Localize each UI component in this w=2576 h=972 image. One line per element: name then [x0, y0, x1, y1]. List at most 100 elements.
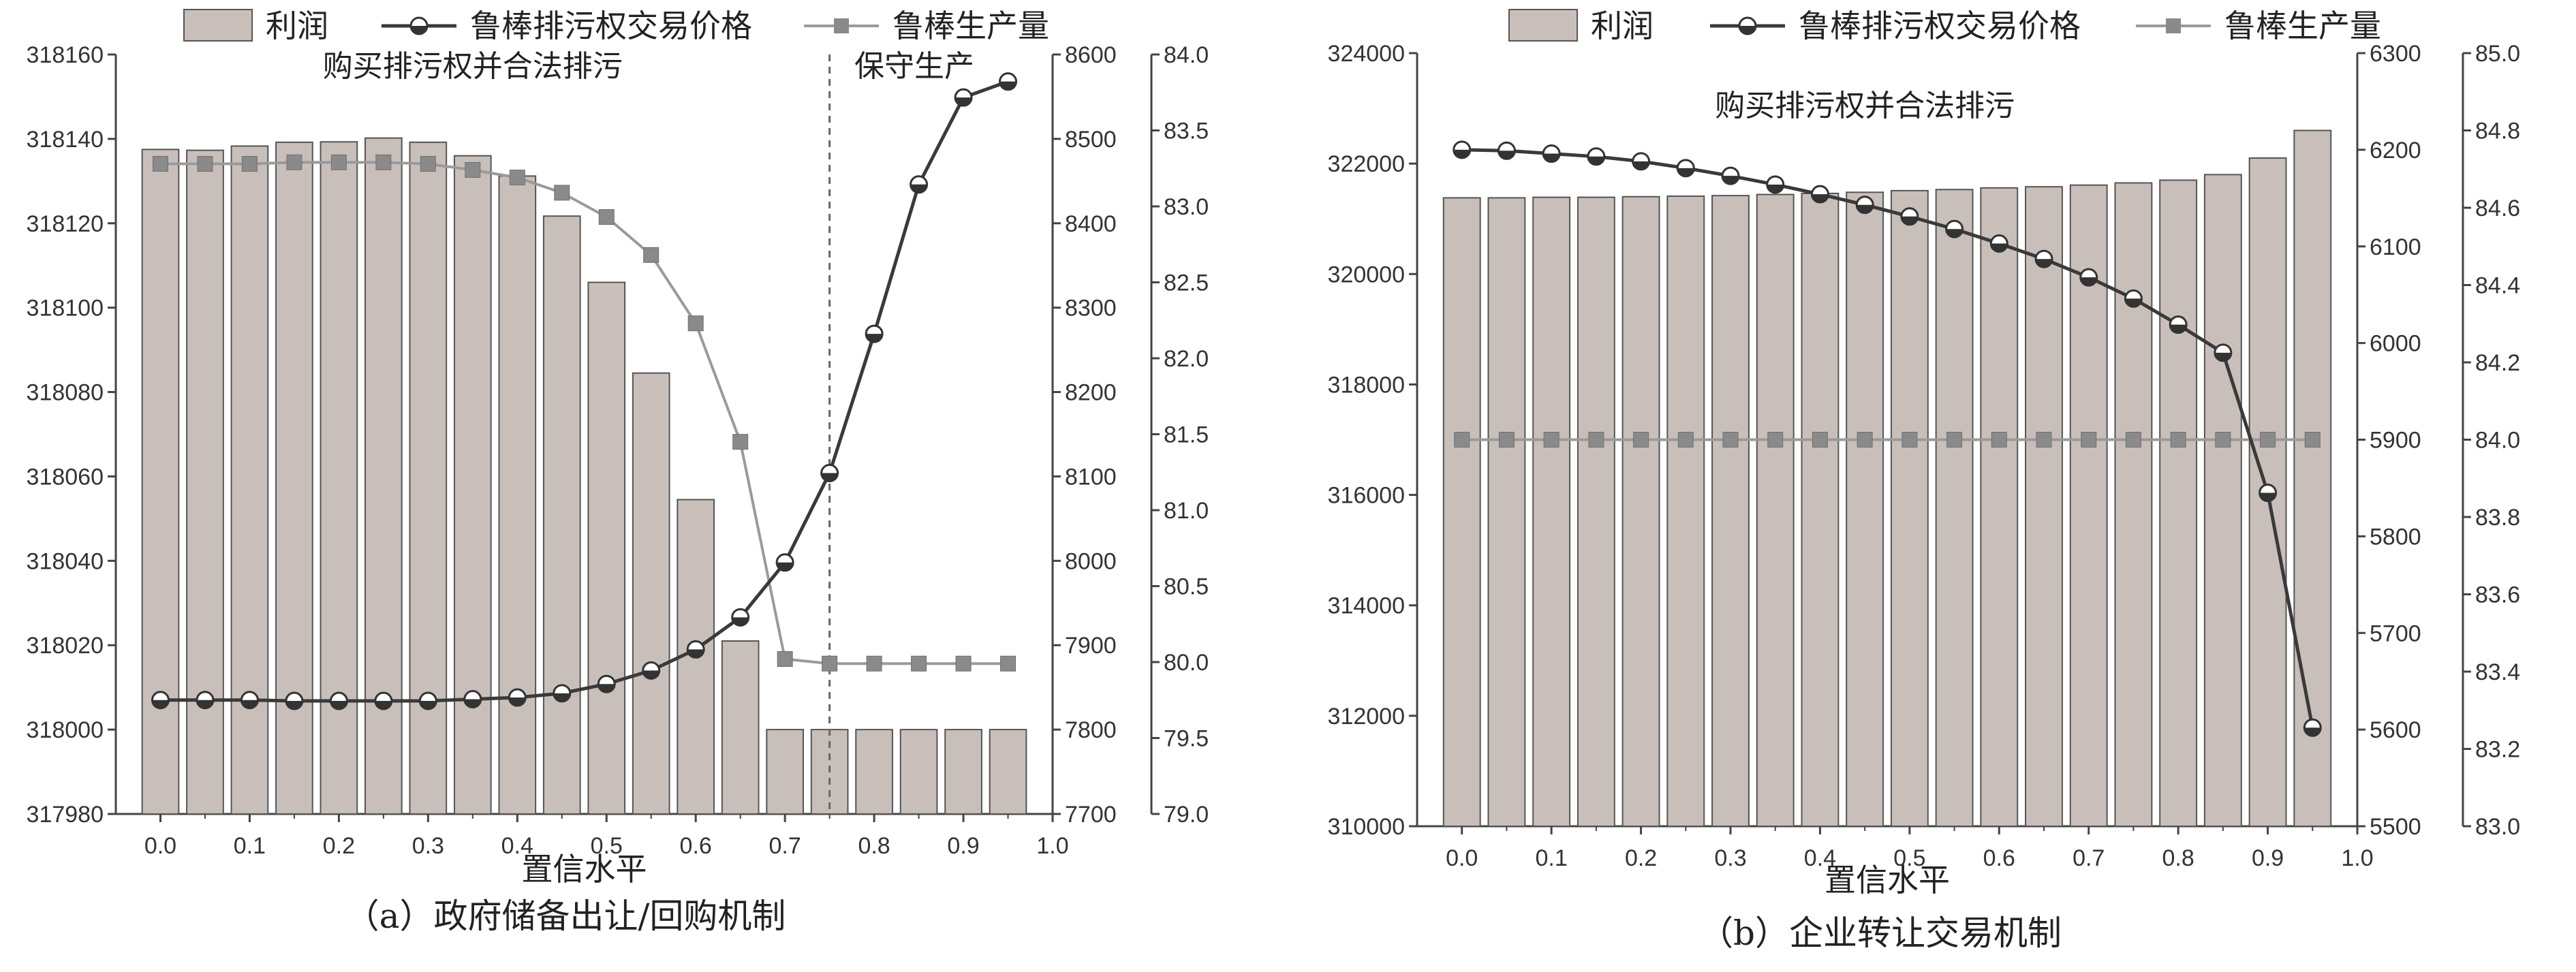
- price-point-fill: [955, 97, 972, 106]
- profit-bar: [2293, 129, 2332, 827]
- panel-caption: （b）企业转让交易机制: [1699, 913, 2062, 953]
- output-tick-label: 84.0: [2475, 428, 2520, 454]
- price-tick-label: 7800: [1065, 717, 1117, 743]
- price-point-fill: [2304, 727, 2321, 736]
- output-point: [1767, 432, 1784, 448]
- price-point-fill: [553, 693, 570, 702]
- panel-a-chart: 317980 318000 318020 318040 318060 318080 3181…: [27, 7, 1209, 936]
- output-tick-label: 81.0: [1164, 498, 1209, 524]
- profit-bar: [542, 215, 581, 815]
- output-tick-label: 79.5: [1164, 726, 1209, 752]
- x-tick-label: 0.6: [1983, 845, 2015, 871]
- price-point-fill: [1857, 204, 1874, 213]
- price-point-fill: [687, 649, 704, 658]
- price-point-fill: [330, 700, 347, 709]
- price-point-fill: [2036, 259, 2052, 268]
- output-point: [2125, 432, 2141, 448]
- output-tick-label: 83.0: [1164, 194, 1209, 220]
- legend-profit-swatch: [1508, 9, 1578, 42]
- profit-tick-label: 320000: [1328, 262, 1405, 287]
- x-axis-label: 置信水平: [1825, 862, 1950, 898]
- output-point: [2081, 432, 2097, 448]
- profit-tick-label: 318040: [27, 548, 104, 574]
- price-point-fill: [1498, 151, 1515, 159]
- profit-tick-label: 314000: [1328, 593, 1405, 619]
- output-point: [643, 247, 659, 263]
- output-point: [465, 161, 481, 178]
- output-tick-label: 83.8: [2475, 505, 2520, 531]
- profit-bar: [141, 148, 180, 815]
- output-tick-label: 82.5: [1164, 270, 1209, 296]
- legend-price-marker-fill: [1739, 26, 1756, 34]
- legend-output-marker: [834, 18, 849, 33]
- region-annotation: 购买排污权并合法排污: [323, 49, 623, 84]
- x-tick-label: 0.2: [1625, 845, 1657, 871]
- price-tick-label: 8600: [1065, 42, 1117, 68]
- price-point-fill: [1722, 176, 1739, 185]
- price-point-fill: [196, 700, 213, 708]
- output-tick-label: 83.5: [1164, 119, 1209, 144]
- x-tick-label: 0.3: [412, 833, 444, 859]
- output-point: [330, 154, 347, 170]
- output-point: [687, 315, 704, 332]
- output-point: [1946, 432, 1963, 448]
- x-tick-label: 1.0: [2341, 845, 2373, 871]
- x-tick-label: 0.8: [858, 833, 890, 859]
- output-point: [2036, 432, 2052, 448]
- output-point: [241, 156, 258, 172]
- output-point: [420, 156, 436, 172]
- output-point: [2260, 432, 2276, 448]
- price-point-fill: [732, 617, 749, 626]
- output-point: [1498, 432, 1515, 448]
- profit-bar: [766, 729, 804, 815]
- legend-output-label: 鲁棒生产量: [893, 7, 1049, 44]
- profit-tick-label: 318080: [27, 380, 104, 406]
- panel-caption: （a）政府储备出让/回购机制: [345, 896, 786, 936]
- profit-bar: [275, 141, 313, 815]
- profit-bar: [453, 155, 492, 815]
- x-tick-label: 0.6: [680, 833, 712, 859]
- x-tick-label: 0.9: [947, 833, 979, 859]
- profit-bar: [1487, 197, 1526, 827]
- profit-tick-label: 318060: [27, 464, 104, 490]
- price-point-fill: [866, 334, 883, 343]
- price-tick-label: 6300: [2370, 41, 2421, 67]
- profit-tick-label: 312000: [1328, 704, 1405, 730]
- profit-bar: [364, 137, 403, 815]
- output-tick-label: 80.5: [1164, 574, 1209, 600]
- x-axis-label: 置信水平: [522, 851, 647, 888]
- profit-bar: [2025, 186, 2063, 827]
- output-point: [554, 185, 570, 201]
- output-point: [1543, 432, 1559, 448]
- price-tick-label: 8000: [1065, 548, 1117, 574]
- x-tick-label: 0.2: [323, 833, 355, 859]
- legend-price-marker-fill: [411, 26, 427, 34]
- output-tick-label: 84.8: [2475, 119, 2520, 144]
- x-tick-label: 0.9: [2252, 845, 2284, 871]
- output-tick-label: 83.2: [2475, 737, 2520, 763]
- profit-tick-label: 318000: [1328, 372, 1405, 398]
- price-point-fill: [1767, 184, 1784, 193]
- x-tick-label: 0.7: [2073, 845, 2105, 871]
- legend-profit-label: 利润: [266, 7, 328, 44]
- profit-tick-label: 318000: [27, 717, 104, 743]
- profit-bar: [2114, 182, 2153, 827]
- price-point-fill: [2259, 492, 2276, 501]
- output-tick-label: 83.0: [2475, 814, 2520, 840]
- price-tick-label: 6200: [2370, 138, 2421, 163]
- output-point: [1812, 432, 1828, 448]
- price-tick-label: 8100: [1065, 464, 1117, 490]
- price-point-fill: [375, 700, 392, 709]
- price-point-fill: [1453, 149, 1470, 158]
- profit-bar: [409, 141, 448, 815]
- output-tick-label: 84.6: [2475, 195, 2520, 221]
- output-point: [911, 655, 927, 672]
- x-tick-label: 0.7: [769, 833, 801, 859]
- price-tick-label: 5700: [2370, 621, 2421, 646]
- output-point: [1588, 432, 1604, 448]
- profit-tick-label: 322000: [1328, 151, 1405, 177]
- profit-bar: [1711, 195, 1750, 827]
- region-annotation: 购买排污权并合法排污: [1715, 89, 2015, 123]
- x-tick-label: 1.0: [1036, 833, 1068, 859]
- price-point-fill: [241, 700, 258, 708]
